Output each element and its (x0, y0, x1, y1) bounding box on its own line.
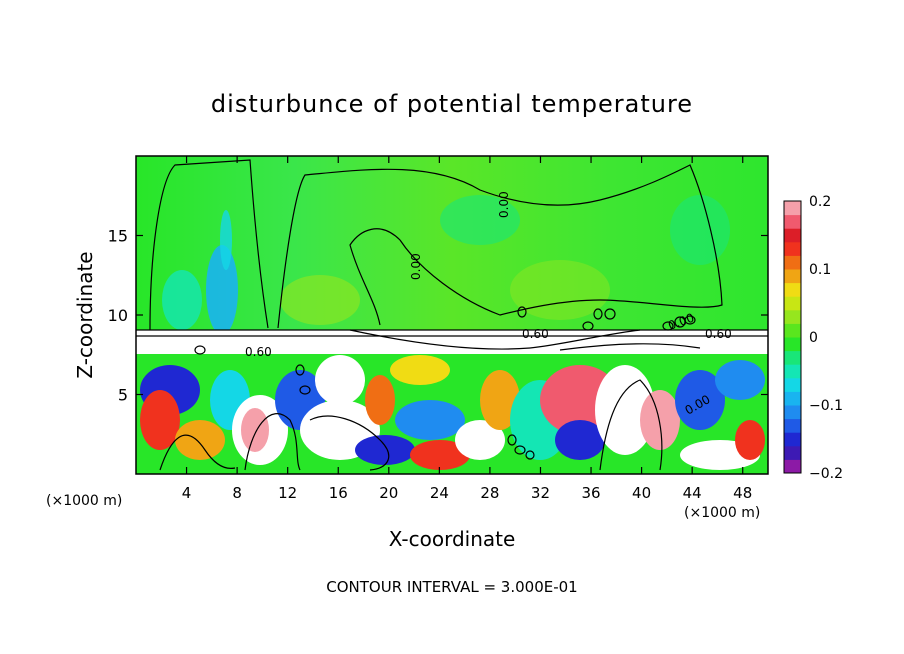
contour-label: 0.60 (705, 327, 732, 341)
contour-rings (194, 306, 696, 460)
x-tick-label: 8 (232, 484, 242, 502)
y-tick-label: 15 (108, 227, 128, 246)
colorbar-swatch (784, 269, 801, 284)
colorbar-swatch (784, 255, 801, 270)
colorbar-swatch (784, 228, 801, 243)
chart-title: disturbunce of potential temperature (211, 90, 693, 118)
colorbar-swatch (784, 296, 801, 311)
colorbar-swatch (784, 459, 801, 474)
colorbar-tick-label: 0.1 (809, 262, 831, 278)
warm-patch (510, 260, 610, 320)
colorbar-tick-label: −0.1 (809, 398, 843, 414)
x-tick-label: 12 (278, 484, 297, 502)
x-tick-label: 28 (480, 484, 499, 502)
x-axis-title: X-coordinate (389, 527, 516, 551)
inversion-band (136, 330, 768, 354)
colorbar-swatch (784, 241, 801, 256)
cool-streak (206, 245, 238, 335)
x-axis: 4 8 12 16 20 24 28 32 36 40 44 48 (182, 156, 752, 502)
colorbar-tick-label: 0 (809, 330, 818, 346)
colorbar-swatch (784, 364, 801, 379)
colorbar (784, 201, 801, 474)
colorbar-swatch (784, 323, 801, 338)
contour-label: 0.00 (409, 253, 423, 280)
colorbar-tick-label: −0.2 (809, 466, 843, 482)
colorbar-swatch (784, 432, 801, 447)
colorbar-ticks: 0.2 0.1 0 −0.1 −0.2 (809, 194, 843, 482)
x-tick-label: 24 (430, 484, 449, 502)
y-tick-label: 10 (108, 306, 128, 325)
colorbar-swatch (784, 214, 801, 229)
y-axis-title: Z-coordinate (73, 251, 97, 378)
x-tick-label: 40 (632, 484, 651, 502)
colorbar-swatch (784, 405, 801, 420)
x-unit-left: (×1000 m) (46, 493, 122, 509)
x-tick-label: 36 (581, 484, 600, 502)
warm-patch (280, 275, 360, 325)
cool-patch (440, 195, 520, 245)
upper-field (136, 156, 768, 336)
y-tick-label: 5 (118, 386, 128, 405)
x-unit-right: (×1000 m) (684, 505, 760, 521)
contour-lines (136, 159, 768, 471)
lower-patches (140, 355, 765, 470)
colorbar-swatch (784, 377, 801, 392)
colorbar-swatch (784, 282, 801, 297)
x-tick-label: 32 (531, 484, 550, 502)
contour-interval-note: CONTOUR INTERVAL = 3.000E-01 (326, 578, 577, 596)
x-tick-label: 16 (329, 484, 348, 502)
cool-streak (220, 210, 232, 270)
colorbar-swatch (784, 350, 801, 365)
contour-label: 0.60 (522, 327, 549, 341)
x-tick-label: 48 (733, 484, 752, 502)
colorbar-swatch (784, 309, 801, 324)
y-axis: 5 10 15 (108, 227, 768, 405)
colorbar-swatch (784, 391, 801, 406)
cool-streak (162, 270, 202, 330)
colorbar-tick-label: 0.2 (809, 194, 831, 210)
colorbar-swatch (784, 337, 801, 352)
colorbar-swatch (784, 445, 801, 460)
colorbar-swatch (784, 201, 801, 216)
x-tick-label: 20 (379, 484, 398, 502)
contour-label: 0.60 (245, 345, 272, 359)
colorbar-frame (783, 200, 802, 474)
x-tick-label: 44 (683, 484, 702, 502)
contour-label: 0.00 (497, 191, 511, 218)
cool-patch (670, 195, 730, 265)
x-tick-label: 4 (182, 484, 192, 502)
colorbar-swatch (784, 418, 801, 433)
plot-area: 0.00 0.00 0.00 0.60 0.60 0.60 0.00 (136, 156, 768, 474)
